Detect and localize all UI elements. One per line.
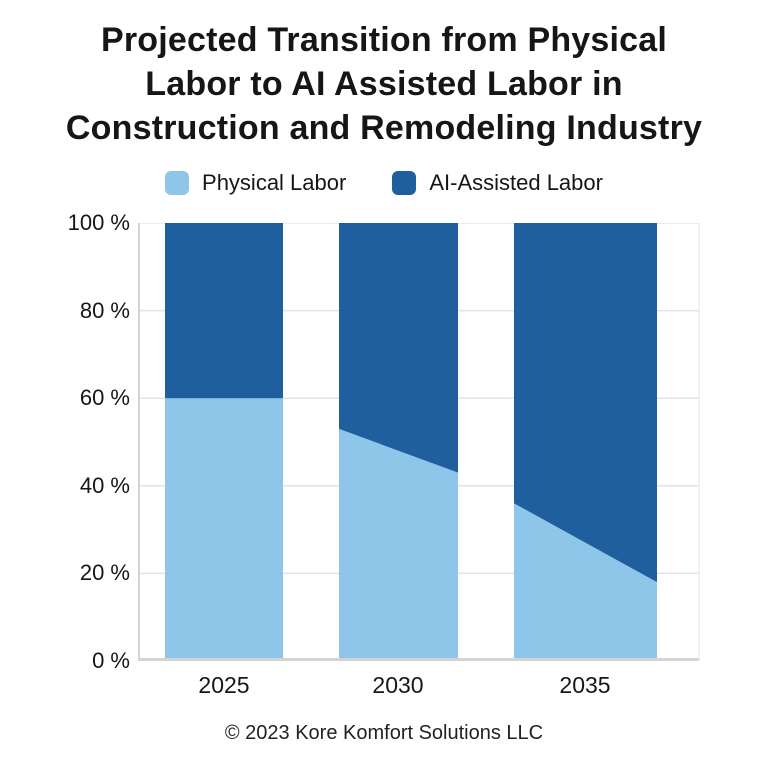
y-tick-0: 0 % bbox=[92, 648, 130, 673]
y-tick-60: 60 % bbox=[79, 385, 130, 410]
legend-label-ai-assisted-labor: AI-Assisted Labor bbox=[429, 170, 603, 195]
bar-segment-ai-assisted-2035 bbox=[514, 223, 657, 583]
legend-item-physical-labor: Physical Labor bbox=[165, 170, 346, 196]
x-label-2030: 2030 bbox=[372, 672, 424, 698]
x-label-2025: 2025 bbox=[198, 672, 250, 698]
y-tick-100: 100 % bbox=[67, 210, 130, 235]
legend-label-physical-labor: Physical Labor bbox=[202, 170, 347, 195]
legend-swatch-ai-assisted-labor-icon bbox=[392, 171, 417, 195]
chart-title-line-3: Construction and Remodeling Industry bbox=[65, 109, 703, 147]
chart-title-line-1: Projected Transition from Physical bbox=[100, 21, 668, 59]
bar-segment-ai-assisted-2025 bbox=[165, 223, 283, 399]
axis-borders bbox=[138, 223, 700, 661]
legend-swatch-physical-labor-icon bbox=[165, 171, 190, 195]
bars bbox=[165, 223, 657, 661]
x-label-2035: 2035 bbox=[559, 672, 611, 698]
bar-segment-ai-assisted-2030 bbox=[339, 223, 458, 473]
y-tick-40: 40 % bbox=[79, 473, 130, 498]
legend: Physical Labor AI-Assisted Labor bbox=[0, 170, 768, 196]
bar-segment-physical-2025 bbox=[165, 398, 283, 661]
bar-segment-physical-2035 bbox=[514, 503, 657, 661]
chart-title: Projected Transition from Physical Labor… bbox=[0, 18, 768, 150]
bar-segment-physical-2030 bbox=[339, 428, 458, 661]
legend-item-ai-assisted-labor: AI-Assisted Labor bbox=[392, 170, 603, 196]
plot-area bbox=[138, 223, 700, 661]
y-tick-20: 20 % bbox=[79, 560, 130, 585]
y-tick-80: 80 % bbox=[79, 298, 130, 323]
copyright-note: © 2023 Kore Komfort Solutions LLC bbox=[224, 722, 544, 744]
chart-title-line-2: Labor to AI Assisted Labor in bbox=[145, 65, 623, 103]
